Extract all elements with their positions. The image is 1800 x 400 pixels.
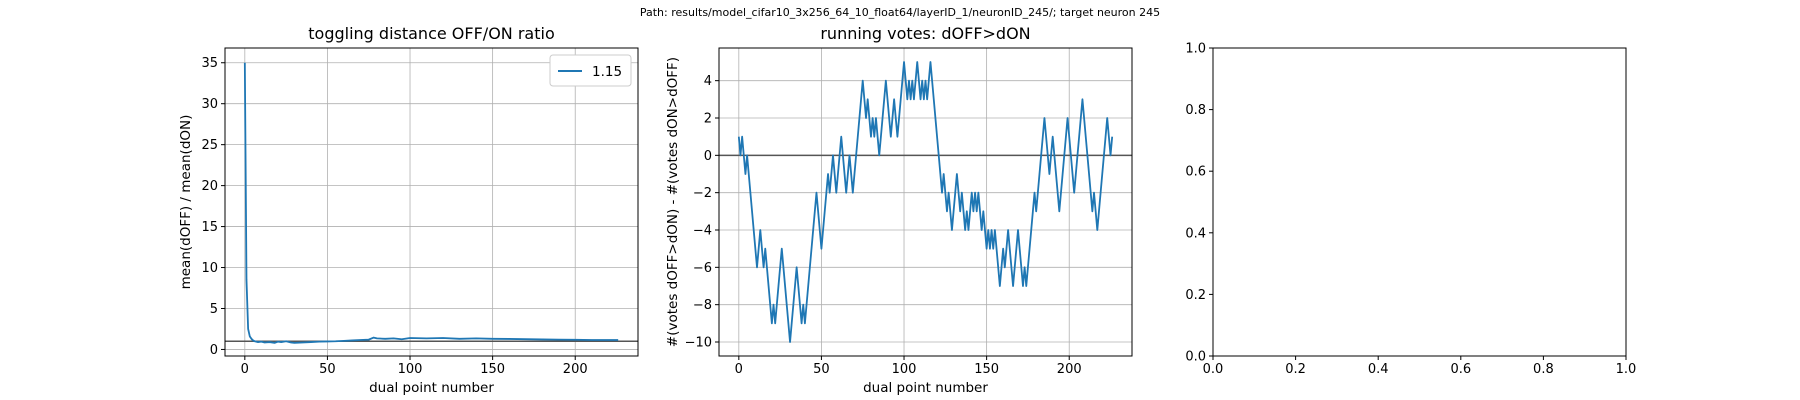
left-series-line <box>243 62 619 344</box>
left-y-tick-label: 35 <box>201 56 218 71</box>
right-y-tick-label: 0.8 <box>1185 103 1206 118</box>
middle-chart-title: running votes: dOFF>dON <box>820 24 1030 43</box>
middle-x-tick-label: 150 <box>974 362 999 377</box>
middle-y-tick-label: −2 <box>693 186 712 201</box>
middle-y-axis-label: #(votes dOFF>dON) - #(votes dON>dOFF) <box>665 57 681 347</box>
left-y-tick-label: 30 <box>201 97 218 112</box>
right-y-tick-label: 0.0 <box>1185 350 1206 365</box>
left-x-tick-label: 50 <box>319 362 336 377</box>
left-y-tick-label: 10 <box>201 261 218 276</box>
right-x-tick-label: 0.2 <box>1285 362 1306 377</box>
left-y-tick-label: 5 <box>210 302 218 317</box>
middle-x-tick-label: 200 <box>1057 362 1082 377</box>
middle-y-tick-label: −10 <box>685 336 712 351</box>
right-x-tick-label: 0.6 <box>1450 362 1471 377</box>
left-y-axis-label: mean(dOFF) / mean(dON) <box>178 115 194 290</box>
middle-y-tick-label: −8 <box>693 298 712 313</box>
right-chart: 0.0 0.2 0.4 0.6 0.8 1.0 0.0 0.2 0.4 0.6 0.8 1.0 <box>1185 42 1636 378</box>
right-x-tick-label: 0.0 <box>1203 362 1224 377</box>
right-y-tick-label: 1.0 <box>1185 42 1206 57</box>
middle-series-line <box>737 61 1114 343</box>
middle-y-tick-label: −4 <box>693 224 712 239</box>
middle-x-tick-label: 50 <box>813 362 830 377</box>
middle-y-tick-label: 2 <box>704 112 712 127</box>
right-x-tick-label: 0.8 <box>1533 362 1554 377</box>
middle-x-tick-label: 0 <box>735 362 743 377</box>
left-chart: 0 50 100 150 200 0 5 10 15 20 25 30 35 toggling dista… <box>178 24 639 396</box>
right-axes-frame <box>1212 47 1627 357</box>
middle-chart: 0 50 100 150 200 −10 −8 −6 −4 −2 0 2 4 running votes:… <box>665 24 1133 396</box>
left-legend-box <box>549 54 632 87</box>
middle-y-tick-label: 0 <box>704 149 712 164</box>
right-y-tick-label: 0.2 <box>1185 288 1206 303</box>
left-x-tick-label: 150 <box>480 362 505 377</box>
left-y-tick-label: 25 <box>201 138 218 153</box>
left-x-axis-label: dual point number <box>369 380 494 396</box>
left-chart-title: toggling distance OFF/ON ratio <box>308 24 554 43</box>
left-x-tick-label: 100 <box>398 362 423 377</box>
right-x-tick-label: 0.4 <box>1368 362 1389 377</box>
right-x-tick-label: 1.0 <box>1616 362 1637 377</box>
right-y-tick-label: 0.6 <box>1185 165 1206 180</box>
middle-x-axis-label: dual point number <box>863 380 988 396</box>
left-x-tick-label: 200 <box>563 362 588 377</box>
left-y-tick-label: 15 <box>201 220 218 235</box>
left-y-tick-label: 0 <box>210 343 218 358</box>
left-legend-label: 1.15 <box>592 64 622 80</box>
left-y-tick-label: 20 <box>201 179 218 194</box>
right-y-tick-label: 0.4 <box>1185 226 1206 241</box>
left-legend: 1.15 <box>549 54 632 87</box>
middle-axes-frame <box>718 47 1133 357</box>
middle-y-tick-label: 4 <box>704 74 712 89</box>
middle-y-tick-label: −6 <box>693 261 712 276</box>
left-axes-frame <box>224 47 639 357</box>
figure-suptitle: Path: results/model_cifar10_3x256_64_10_… <box>640 6 1160 19</box>
left-x-tick-label: 0 <box>241 362 249 377</box>
middle-x-tick-label: 100 <box>892 362 917 377</box>
